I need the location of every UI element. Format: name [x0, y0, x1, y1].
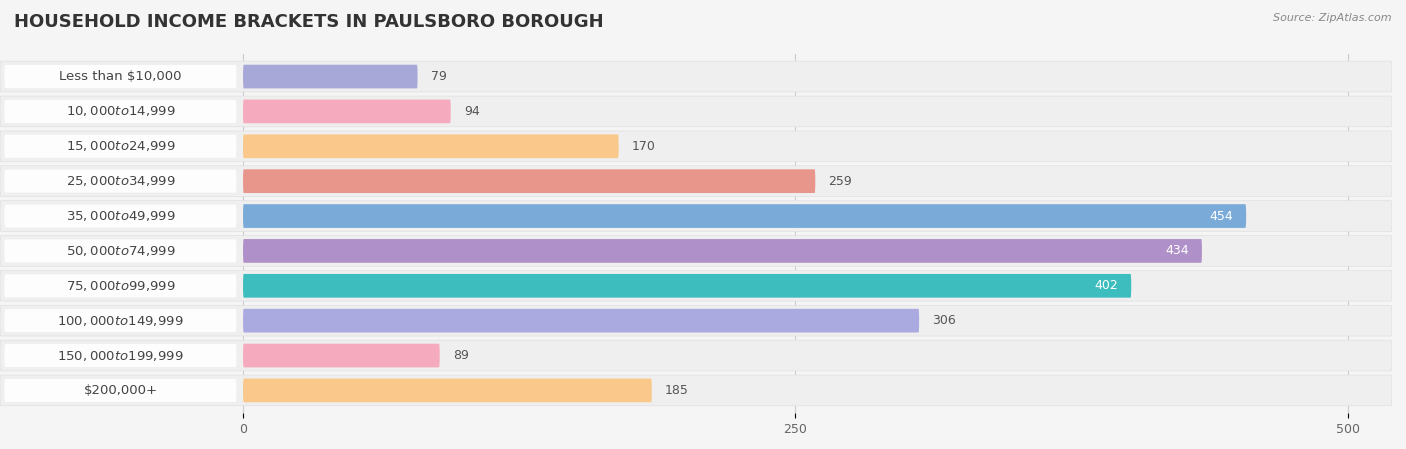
FancyBboxPatch shape [243, 379, 652, 402]
Text: $150,000 to $199,999: $150,000 to $199,999 [58, 348, 184, 362]
FancyBboxPatch shape [0, 131, 1392, 162]
Text: $35,000 to $49,999: $35,000 to $49,999 [66, 209, 176, 223]
FancyBboxPatch shape [243, 169, 815, 193]
FancyBboxPatch shape [4, 170, 236, 193]
FancyBboxPatch shape [0, 96, 1392, 127]
FancyBboxPatch shape [0, 166, 1392, 197]
Text: 259: 259 [828, 175, 852, 188]
Text: $10,000 to $14,999: $10,000 to $14,999 [66, 105, 176, 119]
Text: 434: 434 [1166, 244, 1188, 257]
FancyBboxPatch shape [0, 305, 1392, 336]
Text: 89: 89 [453, 349, 468, 362]
Text: $25,000 to $34,999: $25,000 to $34,999 [66, 174, 176, 188]
FancyBboxPatch shape [4, 205, 236, 228]
FancyBboxPatch shape [243, 274, 1132, 298]
FancyBboxPatch shape [243, 239, 1202, 263]
Text: 454: 454 [1209, 210, 1233, 223]
FancyBboxPatch shape [4, 65, 236, 88]
FancyBboxPatch shape [0, 270, 1392, 301]
Text: Source: ZipAtlas.com: Source: ZipAtlas.com [1274, 13, 1392, 23]
Text: $100,000 to $149,999: $100,000 to $149,999 [58, 314, 184, 328]
FancyBboxPatch shape [0, 236, 1392, 266]
Text: 306: 306 [932, 314, 956, 327]
FancyBboxPatch shape [4, 239, 236, 262]
FancyBboxPatch shape [4, 344, 236, 367]
FancyBboxPatch shape [4, 135, 236, 158]
Text: Less than $10,000: Less than $10,000 [59, 70, 181, 83]
FancyBboxPatch shape [0, 375, 1392, 406]
Text: $75,000 to $99,999: $75,000 to $99,999 [66, 279, 176, 293]
FancyBboxPatch shape [243, 134, 619, 158]
FancyBboxPatch shape [4, 309, 236, 332]
Text: 79: 79 [430, 70, 447, 83]
Text: 402: 402 [1094, 279, 1118, 292]
Text: 185: 185 [665, 384, 689, 397]
FancyBboxPatch shape [0, 61, 1392, 92]
FancyBboxPatch shape [0, 340, 1392, 371]
FancyBboxPatch shape [4, 100, 236, 123]
FancyBboxPatch shape [243, 309, 920, 333]
FancyBboxPatch shape [243, 343, 440, 367]
Text: $15,000 to $24,999: $15,000 to $24,999 [66, 139, 176, 153]
Text: $50,000 to $74,999: $50,000 to $74,999 [66, 244, 176, 258]
FancyBboxPatch shape [243, 100, 451, 123]
FancyBboxPatch shape [0, 201, 1392, 231]
Text: 170: 170 [631, 140, 655, 153]
FancyBboxPatch shape [243, 204, 1246, 228]
Text: $200,000+: $200,000+ [83, 384, 157, 397]
FancyBboxPatch shape [4, 379, 236, 402]
Text: HOUSEHOLD INCOME BRACKETS IN PAULSBORO BOROUGH: HOUSEHOLD INCOME BRACKETS IN PAULSBORO B… [14, 13, 603, 31]
FancyBboxPatch shape [4, 274, 236, 297]
FancyBboxPatch shape [243, 65, 418, 88]
Text: 94: 94 [464, 105, 479, 118]
